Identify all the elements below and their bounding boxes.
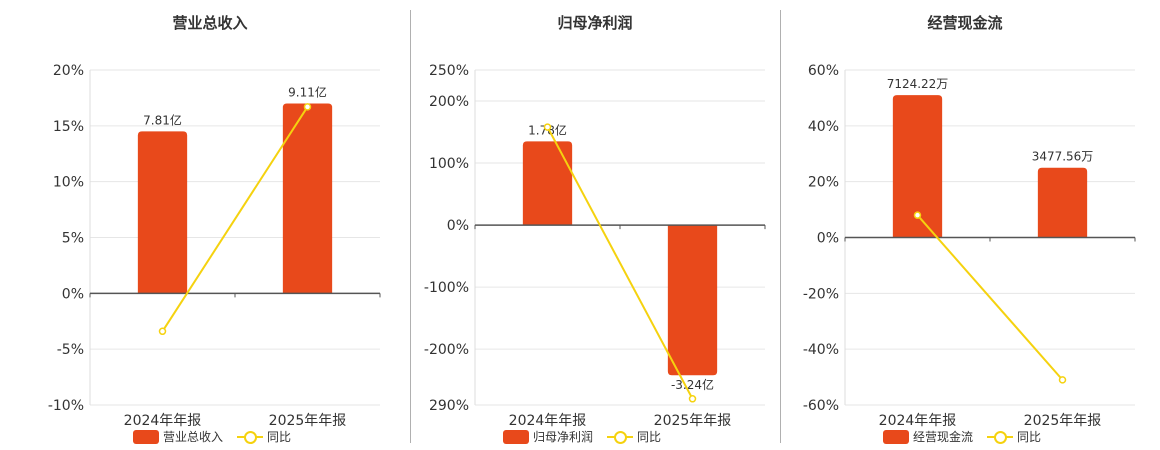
legend-bar-label: 归母净利润 (533, 430, 594, 444)
bar-data-label: -3.24亿 (671, 377, 714, 392)
legend: 归母净利润 同比 (503, 428, 661, 445)
series-line-yoy (916, 214, 1064, 381)
y-tick-label: 5% (62, 231, 84, 247)
legend-line-swatch (607, 430, 634, 444)
y-tick-label: -200% (424, 342, 469, 358)
y-tick-label: 0% (817, 231, 839, 247)
x-tick-label: 2025年年报 (1024, 413, 1102, 429)
bar-data-label: 3477.56万 (1032, 150, 1094, 164)
chart-svg-cash-flow: 60% 40% 20% 0% -20% -40% -60% 7124.22万 3477.56万 2… (803, 63, 1136, 429)
chart-title: 归母净利润 (557, 14, 633, 32)
x-tick-label: 2025年年报 (269, 413, 347, 429)
y-tick-label: -5% (57, 342, 84, 358)
x-tick-label: 2025年年报 (654, 413, 732, 429)
bar-data-label: 7124.22万 (887, 77, 949, 91)
legend-line-swatch (987, 430, 1014, 444)
bar-data-label: 9.11亿 (288, 85, 327, 100)
y-tick-label: 100% (429, 156, 469, 172)
chart-panel-revenue: 营业总收入 20% 15% 10% 5% 0% -5% -10% 7.81亿 9.11亿 2024… (25, 0, 395, 450)
legend-line-swatch (237, 430, 264, 444)
legend-bar-swatch (133, 429, 159, 444)
chart-panel-net-profit: 归母净利润 250%200%100%0%-100%-200%290%1.78亿-… (410, 0, 780, 450)
y-tick-label: 10% (53, 175, 84, 191)
legend-bar-swatch (883, 429, 909, 444)
legend-line-label: 同比 (637, 430, 662, 444)
chart-svg-revenue: 20% 15% 10% 5% 0% -5% -10% 7.81亿 9.11亿 2024年年报 202… (48, 63, 381, 429)
line-point (688, 395, 697, 403)
line-point (913, 211, 922, 219)
legend-bar-swatch (503, 429, 529, 444)
y-tick-label: 15% (53, 119, 84, 135)
legend: 经营现金流 同比 (883, 428, 1041, 445)
y-tick-label: 200% (429, 94, 469, 110)
legend: 营业总收入 同比 (133, 428, 291, 445)
y-tick-label: -10% (48, 398, 84, 414)
y-tick-label: -100% (424, 280, 469, 296)
y-tick-label: 20% (808, 175, 839, 191)
y-tick-label: 250% (429, 63, 469, 79)
y-tick-label: -20% (803, 286, 839, 302)
panel-divider (780, 10, 781, 443)
series-line-yoy (161, 106, 309, 332)
y-tick-label: 290% (429, 398, 469, 414)
bar-data-label: 7.81亿 (143, 112, 182, 127)
chart-svg-net-profit: 250%200%100%0%-100%-200%290%1.78亿-3.24亿2… (424, 63, 766, 429)
legend-line-label: 同比 (1017, 430, 1042, 444)
panel-divider (410, 10, 411, 443)
series-line-yoy (546, 126, 694, 400)
x-tick-label: 2024年年报 (124, 413, 202, 429)
line-point (1058, 376, 1067, 384)
y-tick-label: 40% (808, 119, 839, 135)
y-tick-label: -40% (803, 342, 839, 358)
bar (892, 95, 943, 238)
y-tick-label: 60% (808, 63, 839, 79)
bar (1037, 167, 1088, 238)
bar (522, 141, 573, 226)
y-tick-label: 0% (62, 286, 84, 302)
x-tick-label: 2024年年报 (879, 413, 957, 429)
line-point (543, 123, 552, 131)
chart-title: 营业总收入 (172, 14, 248, 32)
line-point (158, 327, 167, 336)
bar (282, 103, 333, 294)
legend-line-label: 同比 (267, 430, 292, 444)
bar (137, 131, 188, 294)
line-point (303, 103, 312, 111)
legend-bar-label: 经营现金流 (913, 430, 974, 444)
legend-bar-label: 营业总收入 (163, 430, 224, 444)
chart-title: 经营现金流 (927, 14, 1003, 32)
y-tick-label: -60% (803, 398, 839, 414)
y-tick-label: 20% (53, 63, 84, 79)
bar (667, 225, 718, 376)
chart-panel-cash-flow: 经营现金流 60% 40% 20% 0% -20% -40% -60% 7124.22万 347… (780, 0, 1150, 450)
y-tick-label: 0% (447, 218, 469, 234)
x-tick-label: 2024年年报 (509, 413, 587, 429)
